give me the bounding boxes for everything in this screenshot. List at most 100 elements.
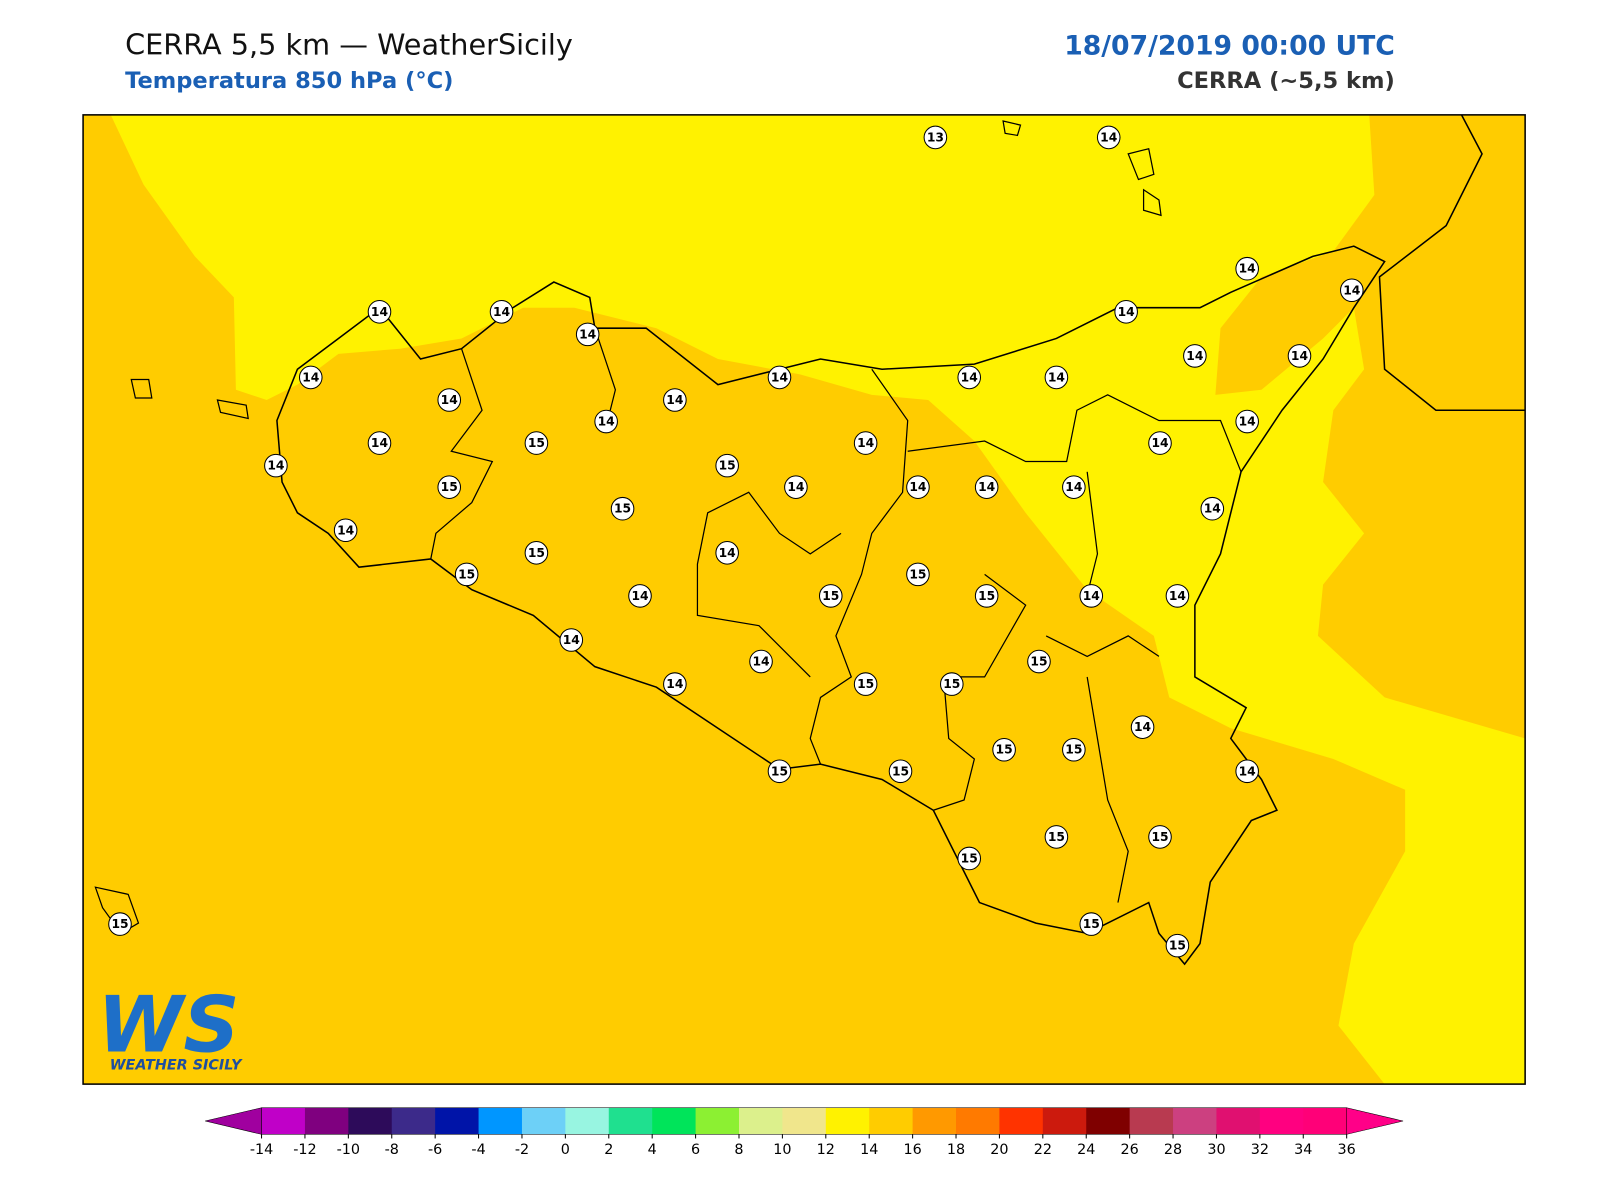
station-value: 15 bbox=[857, 677, 874, 691]
station-value: 14 bbox=[371, 436, 388, 450]
station-value: 15 bbox=[1030, 655, 1047, 669]
station-value: 13 bbox=[927, 130, 944, 144]
station-value: 15 bbox=[909, 567, 926, 581]
datetime: 18/07/2019 00:00 UTC bbox=[1064, 30, 1395, 61]
colorbar-over bbox=[1346, 1107, 1404, 1135]
station-marker bbox=[853, 672, 878, 696]
station-value: 14 bbox=[1100, 130, 1117, 144]
colorbar-segment bbox=[608, 1107, 653, 1135]
station-marker bbox=[1200, 496, 1225, 521]
station-marker bbox=[663, 388, 687, 412]
station-value: 15 bbox=[528, 546, 545, 560]
station-marker bbox=[888, 759, 913, 784]
colorbar-under bbox=[205, 1107, 262, 1135]
station-value: 14 bbox=[1151, 436, 1168, 450]
station-marker bbox=[628, 584, 652, 608]
station-value: 14 bbox=[1343, 283, 1360, 297]
station-value: 15 bbox=[111, 917, 128, 931]
model-label: CERRA (~5,5 km) bbox=[1177, 68, 1395, 94]
station-marker bbox=[715, 453, 739, 478]
colorbar-segment bbox=[1216, 1107, 1261, 1135]
station-value: 14 bbox=[302, 370, 319, 384]
station-marker bbox=[906, 475, 930, 499]
station-marker bbox=[1183, 344, 1207, 368]
colorbar-tick-label: 8 bbox=[734, 1142, 743, 1158]
station-marker bbox=[749, 649, 773, 674]
logo-mark: WS bbox=[97, 980, 239, 1070]
colorbar-segment bbox=[1173, 1107, 1217, 1135]
colorbar-tick-label: 32 bbox=[1251, 1142, 1269, 1158]
colorbar-segment bbox=[261, 1107, 306, 1135]
station-marker bbox=[1096, 125, 1121, 150]
station-value: 14 bbox=[787, 480, 804, 494]
station-marker bbox=[957, 365, 982, 390]
colorbar-tick-label: -14 bbox=[250, 1142, 273, 1158]
station-value: 14 bbox=[1239, 415, 1256, 429]
station-value: 15 bbox=[528, 436, 545, 450]
colorbar-tick-label: 6 bbox=[691, 1142, 700, 1158]
station-value: 14 bbox=[1065, 480, 1082, 494]
colorbar-segment bbox=[1259, 1107, 1304, 1135]
colorbar-tick-label: 0 bbox=[561, 1142, 570, 1158]
station-marker bbox=[1027, 649, 1051, 674]
station-value: 14 bbox=[267, 459, 284, 473]
colorbar-tick-label: 26 bbox=[1121, 1142, 1139, 1158]
colorbar-segment bbox=[478, 1107, 523, 1135]
station-marker bbox=[1148, 825, 1172, 849]
colorbar-tick-label: -12 bbox=[293, 1142, 316, 1158]
station-marker bbox=[1165, 584, 1190, 608]
station-marker bbox=[1130, 715, 1155, 739]
station-value: 14 bbox=[598, 415, 615, 429]
colorbar-segment bbox=[348, 1107, 393, 1135]
station-marker bbox=[437, 475, 462, 499]
station-value: 15 bbox=[1065, 743, 1082, 757]
station-marker bbox=[610, 496, 635, 521]
station-value: 15 bbox=[978, 589, 995, 603]
colorbar-segment bbox=[521, 1107, 566, 1135]
colorbar-segment bbox=[435, 1107, 480, 1135]
station-value: 15 bbox=[961, 851, 978, 865]
title: CERRA 5,5 km — WeatherSicily bbox=[125, 27, 573, 61]
station-marker bbox=[992, 737, 1016, 762]
station-value: 14 bbox=[857, 436, 874, 450]
station-marker bbox=[1165, 933, 1190, 958]
station-value: 14 bbox=[631, 589, 648, 603]
colorbar-tick-label: -4 bbox=[471, 1142, 485, 1158]
colorbar-tick-label: 4 bbox=[648, 1142, 657, 1158]
station-marker bbox=[1079, 584, 1104, 608]
map-frame bbox=[82, 114, 1526, 1085]
station-marker bbox=[1148, 431, 1172, 455]
station-value: 14 bbox=[666, 677, 683, 691]
station-marker bbox=[906, 562, 930, 587]
station-value: 15 bbox=[1048, 830, 1065, 844]
station-marker bbox=[767, 759, 792, 784]
colorbar-tick-label: 2 bbox=[604, 1142, 613, 1158]
station-value: 14 bbox=[563, 633, 580, 647]
stations: 13 14 14 14 14 14 14 14 14 14 14 14 14 14 14 14 14 14 14 15… bbox=[108, 125, 1364, 958]
station-marker bbox=[524, 541, 549, 565]
station-value: 14 bbox=[1291, 349, 1308, 363]
station-marker bbox=[663, 672, 687, 696]
station-value: 14 bbox=[1048, 370, 1065, 384]
colorbar-segment bbox=[956, 1107, 1000, 1135]
station-marker bbox=[767, 365, 792, 390]
colorbar-tick-label: 18 bbox=[947, 1142, 965, 1158]
station-value: 15 bbox=[719, 459, 736, 473]
colorbar-tick-label: 10 bbox=[773, 1142, 791, 1158]
station-value: 14 bbox=[493, 305, 510, 319]
colorbar-segment bbox=[825, 1107, 870, 1135]
station-value: 15 bbox=[771, 764, 788, 778]
calabria-coast bbox=[1378, 114, 1526, 412]
station-marker bbox=[264, 453, 288, 478]
station-value: 14 bbox=[1083, 589, 1100, 603]
colorbar-tick-label: -10 bbox=[337, 1142, 360, 1158]
station-marker bbox=[454, 562, 479, 587]
station-marker bbox=[1062, 475, 1086, 499]
station-value: 14 bbox=[1134, 720, 1151, 734]
station-value: 14 bbox=[1169, 589, 1186, 603]
coastline bbox=[276, 245, 1386, 966]
colorbar-segment bbox=[912, 1107, 957, 1135]
colorbar-tick-label: 34 bbox=[1294, 1142, 1312, 1158]
